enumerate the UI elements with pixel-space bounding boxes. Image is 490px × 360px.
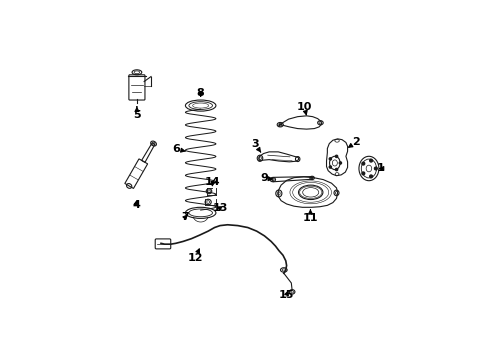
Text: 15: 15 bbox=[279, 290, 294, 300]
Text: 2: 2 bbox=[348, 138, 360, 148]
Text: 5: 5 bbox=[133, 107, 141, 120]
Text: 10: 10 bbox=[296, 102, 312, 115]
Circle shape bbox=[369, 175, 372, 178]
Text: 14: 14 bbox=[205, 177, 220, 187]
Text: 3: 3 bbox=[251, 139, 261, 152]
Text: 7: 7 bbox=[181, 212, 189, 222]
Text: 12: 12 bbox=[187, 249, 203, 263]
Text: 11: 11 bbox=[303, 210, 318, 224]
Text: 9: 9 bbox=[261, 174, 272, 184]
Circle shape bbox=[329, 158, 331, 160]
Circle shape bbox=[336, 155, 338, 157]
Text: 8: 8 bbox=[197, 87, 204, 98]
Text: 4: 4 bbox=[132, 199, 140, 210]
Circle shape bbox=[339, 162, 342, 164]
Circle shape bbox=[362, 162, 365, 165]
Circle shape bbox=[329, 166, 331, 168]
Circle shape bbox=[369, 159, 372, 162]
Circle shape bbox=[362, 172, 365, 175]
Circle shape bbox=[374, 167, 377, 170]
Circle shape bbox=[336, 168, 338, 171]
Text: 1: 1 bbox=[377, 163, 385, 174]
Text: 6: 6 bbox=[172, 144, 185, 154]
Text: 13: 13 bbox=[212, 203, 228, 213]
